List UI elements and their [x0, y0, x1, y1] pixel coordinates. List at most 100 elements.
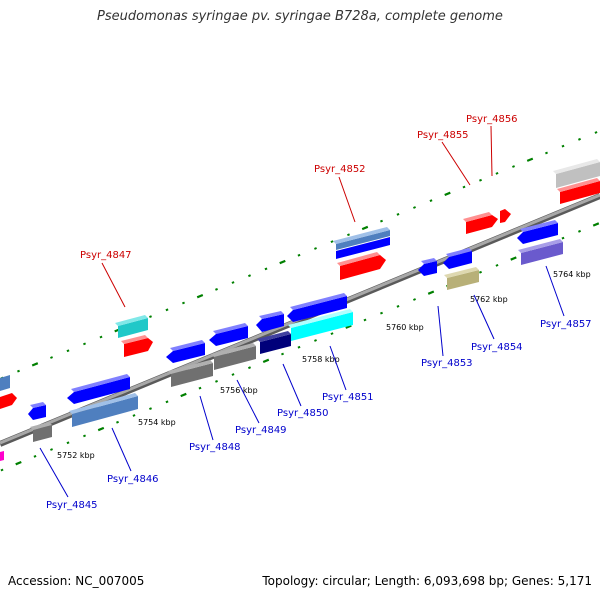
- gene-psyr-4852[interactable]: [337, 252, 386, 280]
- gene-psyr-4847[interactable]: [121, 335, 153, 357]
- accession-label: Accession: NC_007005: [8, 574, 145, 588]
- scale-label-5764: 5764 kbp: [553, 270, 591, 279]
- topology-label: Topology: circular; Length: 6,093,698 bp…: [262, 574, 592, 588]
- gene-psyr-4855[interactable]: [463, 212, 498, 234]
- gene-psyr-4849[interactable]: [209, 323, 248, 346]
- minor-tick: [297, 345, 301, 349]
- cog-block-navy-4850: [257, 331, 291, 354]
- minor-tick: [149, 315, 152, 319]
- minor-tick: [479, 178, 482, 182]
- major-tick: [31, 362, 39, 367]
- gene-psyr-4854[interactable]: [443, 248, 472, 269]
- minor-tick: [495, 263, 499, 267]
- minor-tick: [82, 342, 87, 346]
- minor-tick: [215, 287, 218, 291]
- cog-block-steel-edge-left: [0, 375, 10, 391]
- minor-tick: [165, 400, 169, 404]
- reverse-tick-rail: [0, 222, 600, 472]
- major-tick: [15, 460, 22, 466]
- minor-tick: [314, 247, 317, 250]
- minor-tick: [363, 318, 367, 322]
- minor-tick: [247, 274, 252, 278]
- cog-block-steel-4852: [333, 227, 390, 259]
- gene-psyr-4851[interactable]: [287, 293, 347, 322]
- gene-label-psyr-4852: Psyr_4852: [314, 164, 366, 175]
- minor-tick: [198, 386, 202, 390]
- cog-block-gray-4849: [211, 343, 256, 370]
- cog-block-purple-4857: [518, 239, 563, 265]
- minor-tick: [231, 281, 235, 284]
- forward-strand-genes: [0, 159, 600, 409]
- major-tick: [427, 290, 435, 295]
- minor-tick: [561, 236, 565, 240]
- minor-tick: [594, 131, 598, 134]
- reverse-strand-genes: [0, 220, 563, 461]
- forward-tick-rail: [0, 131, 598, 380]
- cog-block-steel-4846: [69, 393, 138, 427]
- gene-psyr-4846[interactable]: [67, 374, 130, 404]
- gene-psyr-4857[interactable]: [517, 220, 558, 244]
- scale-label-5758: 5758 kbp: [302, 355, 340, 364]
- gene-psyr-4850[interactable]: [256, 311, 284, 332]
- gene-label-psyr-4857: Psyr_4857: [540, 319, 592, 330]
- gene-label-psyr-4853: Psyr_4853: [421, 358, 473, 369]
- minor-tick: [132, 414, 136, 417]
- gene-psyr-4853[interactable]: [418, 258, 437, 276]
- cog-block-khaki-4854: [444, 267, 479, 290]
- minor-tick: [512, 165, 515, 168]
- minor-tick: [99, 335, 103, 339]
- gene-label-psyr-4847: Psyr_4847: [80, 250, 132, 261]
- gene-label-psyr-4848: Psyr_4848: [189, 442, 241, 453]
- scale-label-5752: 5752 kbp: [57, 451, 95, 460]
- scale-label-5762: 5762 kbp: [470, 295, 508, 304]
- minor-tick: [66, 441, 70, 445]
- gene-psyr-4856[interactable]: [500, 209, 511, 223]
- gene-label-psyr-4855: Psyr_4855: [417, 130, 469, 141]
- map-title: Pseudomonas syringae pv. syringae B728a,…: [97, 9, 503, 24]
- minor-tick: [231, 373, 235, 376]
- minor-tick: [412, 206, 417, 209]
- minor-tick: [33, 454, 37, 458]
- minor-tick: [297, 253, 301, 257]
- major-tick: [279, 259, 286, 265]
- minor-tick: [561, 144, 565, 148]
- scale-labels: 5752 kbp 5754 kbp 5756 kbp 5758 kbp 5760…: [57, 270, 591, 460]
- gene-labels: Psyr_4845 Psyr_4846 Psyr_4847 Psyr_4848 …: [46, 114, 592, 511]
- minor-tick: [281, 352, 284, 356]
- minor-tick: [479, 270, 482, 274]
- gene-psyr-4848[interactable]: [166, 340, 205, 363]
- gene-label-psyr-4849: Psyr_4849: [235, 425, 287, 436]
- minor-tick: [545, 151, 548, 155]
- gene-psyr-4845[interactable]: [28, 402, 46, 420]
- minor-tick: [347, 233, 350, 237]
- cog-block-cyan-4851: [288, 309, 353, 341]
- minor-tick: [495, 171, 499, 175]
- minor-tick: [50, 356, 53, 359]
- minor-tick: [314, 339, 317, 342]
- minor-tick: [0, 468, 4, 472]
- minor-tick: [247, 366, 252, 370]
- scale-label-5760: 5760 kbp: [386, 323, 424, 332]
- cog-block-gray-4845: [30, 422, 52, 442]
- minor-tick: [116, 420, 119, 424]
- minor-tick: [412, 298, 417, 301]
- gene-label-psyr-4846: Psyr_4846: [107, 474, 159, 485]
- cog-block-lightgray: [553, 159, 600, 188]
- gene-label-psyr-4845: Psyr_4845: [46, 500, 98, 511]
- minor-tick: [66, 349, 70, 353]
- major-tick: [345, 324, 352, 329]
- major-tick: [361, 225, 369, 231]
- minor-tick: [50, 448, 53, 451]
- gene-label-psyr-4850: Psyr_4850: [277, 408, 329, 419]
- minor-tick: [380, 311, 383, 315]
- minor-tick: [165, 308, 169, 312]
- minor-tick: [330, 240, 334, 244]
- minor-tick: [396, 212, 400, 216]
- minor-tick: [264, 267, 268, 271]
- major-tick: [262, 358, 270, 364]
- minor-tick: [330, 332, 334, 336]
- minor-tick: [17, 369, 20, 373]
- minor-tick: [149, 407, 152, 411]
- scale-label-5756: 5756 kbp: [220, 386, 258, 395]
